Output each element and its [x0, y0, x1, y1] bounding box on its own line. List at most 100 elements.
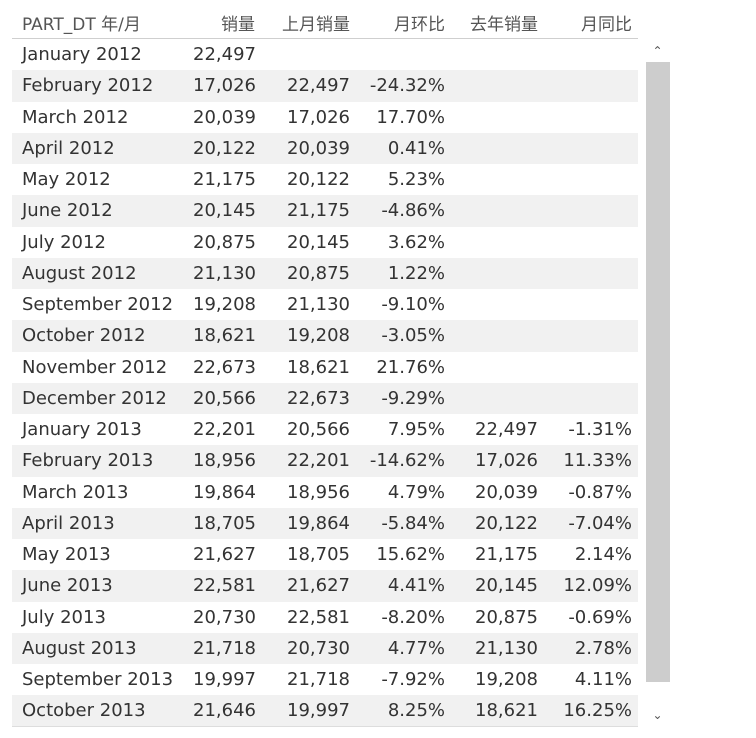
cell-month: August 2013 [22, 637, 137, 659]
cell-prev-month-sales: 20,039 [287, 137, 350, 159]
cell-mom: 4.41% [387, 575, 445, 597]
cell-prev-month-sales: 21,175 [287, 200, 350, 222]
column-header-mom[interactable]: 月环比 [394, 14, 445, 35]
table-row[interactable]: August 2013 21,718 20,730 4.77% 21,130 2.78% [12, 632, 638, 664]
cell-sales: 19,864 [193, 481, 256, 503]
cell-prev-month-sales: 20,145 [287, 231, 350, 253]
cell-month: January 2012 [22, 44, 142, 66]
cell-prev-month-sales: 22,497 [287, 75, 350, 97]
table-row[interactable]: April 2013 18,705 19,864 -5.84% 20,122 -7.04% [12, 507, 638, 539]
cell-month: March 2012 [22, 106, 129, 128]
column-header-yoy[interactable]: 月同比 [581, 14, 632, 35]
cell-sales: 22,673 [193, 356, 256, 378]
chevron-down-icon[interactable]: ⌄ [652, 708, 663, 722]
cell-prev-month-sales: 18,621 [287, 356, 350, 378]
cell-last-year-sales: 18,621 [475, 700, 538, 722]
cell-sales: 20,566 [193, 387, 256, 409]
table-row[interactable]: August 2012 21,130 20,875 1.22% [12, 257, 638, 289]
cell-month: April 2013 [22, 512, 115, 534]
column-header-prev-month-sales[interactable]: 上月销量 [282, 14, 350, 35]
cell-last-year-sales: 21,130 [475, 637, 538, 659]
chevron-up-icon[interactable]: ⌃ [652, 44, 663, 58]
table-row[interactable]: September 2012 19,208 21,130 -9.10% [12, 289, 638, 320]
crosstab-table: PART_DT 年/月 销量 上月销量 月环比 去年销量 月同比 January… [12, 6, 638, 727]
cell-mom: -14.62% [369, 450, 445, 472]
cell-mom: 7.95% [387, 419, 445, 441]
cell-last-year-sales: 22,497 [475, 419, 538, 441]
table-row[interactable]: October 2013 21,646 19,997 8.25% 18,621 16.25… [12, 695, 638, 727]
column-header-last-year-sales[interactable]: 去年销量 [470, 14, 538, 35]
cell-prev-month-sales: 19,208 [287, 325, 350, 347]
cell-mom: 17.70% [376, 106, 445, 128]
cell-mom: 3.62% [387, 231, 445, 253]
cell-sales: 20,122 [193, 137, 256, 159]
cell-sales: 18,705 [193, 512, 256, 534]
cell-yoy: 11.33% [563, 450, 632, 472]
cell-month: October 2012 [22, 325, 146, 347]
table-row[interactable]: March 2013 19,864 18,956 4.79% 20,039 -0.87% [12, 477, 638, 508]
cell-month: June 2013 [22, 575, 113, 597]
cell-sales: 22,201 [193, 419, 256, 441]
table-row[interactable]: January 2012 22,497 [12, 39, 638, 70]
cell-prev-month-sales: 21,130 [287, 294, 350, 316]
cell-sales: 19,208 [193, 294, 256, 316]
cell-yoy: -0.87% [568, 481, 632, 503]
cell-sales: 21,627 [193, 544, 256, 566]
cell-prev-month-sales: 17,026 [287, 106, 350, 128]
table-row[interactable]: July 2013 20,730 22,581 -8.20% 20,875 -0.69% [12, 602, 638, 633]
scrollbar-thumb[interactable] [646, 62, 670, 682]
table-row[interactable]: December 2012 20,566 22,673 -9.29% [12, 382, 638, 414]
cell-mom: 4.79% [387, 481, 445, 503]
cell-mom: -9.29% [381, 387, 445, 409]
cell-month: November 2012 [22, 356, 168, 378]
cell-sales: 22,581 [193, 575, 256, 597]
cell-sales: 20,039 [193, 106, 256, 128]
table-row[interactable]: May 2013 21,627 18,705 15.62% 21,175 2.14% [12, 539, 638, 570]
cell-mom: 4.77% [387, 637, 445, 659]
cell-sales: 21,718 [193, 637, 256, 659]
cell-prev-month-sales: 22,673 [287, 387, 350, 409]
cell-last-year-sales: 21,175 [475, 544, 538, 566]
cell-month: March 2013 [22, 481, 129, 503]
table-row[interactable]: January 2013 22,201 20,566 7.95% 22,497 -1.31… [12, 414, 638, 445]
cell-mom: -8.20% [381, 606, 445, 628]
cell-mom: 0.41% [387, 137, 445, 159]
table-row[interactable]: June 2012 20,145 21,175 -4.86% [12, 195, 638, 227]
cell-last-year-sales: 20,122 [475, 512, 538, 534]
table-bottom-divider [12, 726, 638, 727]
cell-month: June 2012 [22, 200, 113, 222]
column-header-sales[interactable]: 销量 [221, 14, 255, 35]
table-row[interactable]: June 2013 22,581 21,627 4.41% 20,145 12.09% [12, 570, 638, 602]
cell-mom: 15.62% [376, 544, 445, 566]
cell-yoy: 12.09% [563, 575, 632, 597]
table-row[interactable]: February 2012 17,026 22,497 -24.32% [12, 70, 638, 102]
table-row[interactable]: March 2012 20,039 17,026 17.70% [12, 102, 638, 133]
table-row[interactable]: October 2012 18,621 19,208 -3.05% [12, 320, 638, 352]
cell-prev-month-sales: 20,566 [287, 419, 350, 441]
cell-prev-month-sales: 21,627 [287, 575, 350, 597]
cell-prev-month-sales: 22,201 [287, 450, 350, 472]
table-row[interactable]: May 2012 21,175 20,122 5.23% [12, 164, 638, 195]
cell-sales: 18,956 [193, 450, 256, 472]
cell-mom: 5.23% [387, 169, 445, 191]
cell-prev-month-sales: 22,581 [287, 606, 350, 628]
column-header-month[interactable]: PART_DT 年/月 [22, 14, 141, 35]
cell-month: August 2012 [22, 262, 137, 284]
cell-mom: -5.84% [381, 512, 445, 534]
vertical-scrollbar[interactable]: ⌃ ⌄ [645, 38, 670, 726]
table-row[interactable]: July 2012 20,875 20,145 3.62% [12, 227, 638, 258]
cell-sales: 19,997 [193, 669, 256, 691]
cell-prev-month-sales: 19,997 [287, 700, 350, 722]
cell-yoy: 2.14% [574, 544, 632, 566]
cell-mom: -4.86% [381, 200, 445, 222]
cell-month: April 2012 [22, 137, 115, 159]
cell-month: February 2012 [22, 75, 154, 97]
table-row[interactable]: April 2012 20,122 20,039 0.41% [12, 132, 638, 164]
cell-yoy: -0.69% [568, 606, 632, 628]
table-row[interactable]: September 2013 19,997 21,718 -7.92% 19,208 4.… [12, 664, 638, 695]
cell-sales: 21,646 [193, 700, 256, 722]
cell-mom: -24.32% [369, 75, 445, 97]
cell-yoy: -1.31% [568, 419, 632, 441]
table-row[interactable]: February 2013 18,956 22,201 -14.62% 17,026 11… [12, 445, 638, 477]
table-row[interactable]: November 2012 22,673 18,621 21.76% [12, 352, 638, 383]
